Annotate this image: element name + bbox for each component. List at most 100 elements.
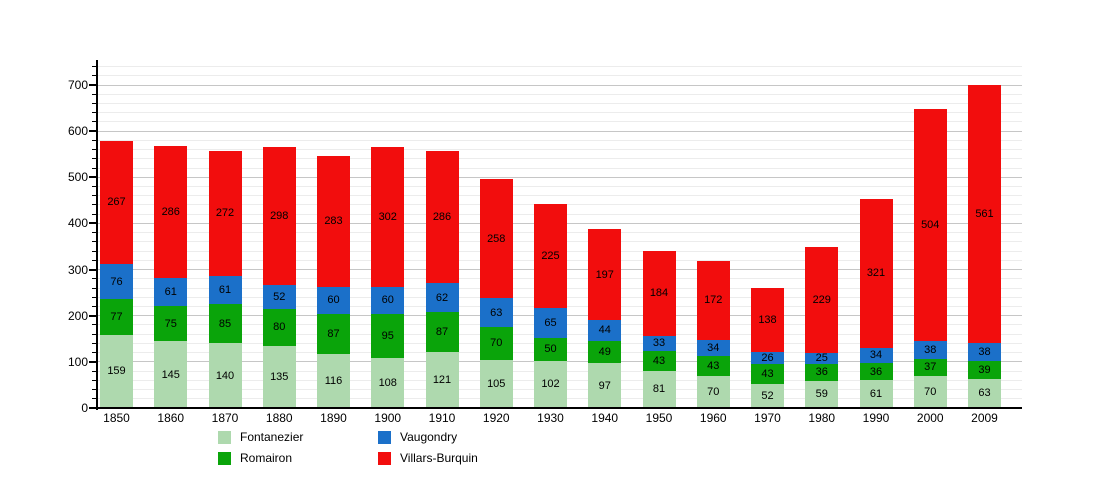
value-label: 561 xyxy=(975,207,994,220)
legend-column-2: Vaugondry Villars-Burquin xyxy=(378,431,478,473)
bar-segment-villars-burquin-1880 xyxy=(262,147,296,285)
y-tick-label: 100 xyxy=(67,354,88,369)
y-tick-major xyxy=(89,84,96,86)
bar-segment-fontanezier-1980 xyxy=(805,380,839,408)
bar-segment-villars-burquin-1860 xyxy=(154,146,188,279)
bar-segment-fontanezier-1930 xyxy=(534,360,567,408)
bar-segment-villars-burquin-1950 xyxy=(642,250,676,336)
y-tick-minor xyxy=(92,259,96,261)
bar-segment-villars-burquin-1970 xyxy=(751,288,784,353)
y-gridline-minor xyxy=(98,149,1022,151)
bar-segment-romairon-1900 xyxy=(371,314,405,359)
value-label: 60 xyxy=(327,294,340,307)
y-tick-minor xyxy=(92,158,96,160)
y-tick-minor xyxy=(92,352,96,354)
y-gridline-minor xyxy=(98,66,1022,68)
bar-segment-vaugondry-1910 xyxy=(425,283,459,312)
value-label: 76 xyxy=(110,275,123,288)
y-tick-minor xyxy=(92,389,96,391)
y-tick-minor xyxy=(92,66,96,68)
bar-segment-villars-burquin-1960 xyxy=(696,260,730,341)
legend-item-vaugondry: Vaugondry xyxy=(378,431,478,444)
bar-segment-fontanezier-1880 xyxy=(262,345,296,408)
y-tick-minor xyxy=(92,278,96,280)
y-tick-label: 0 xyxy=(81,401,88,415)
bar-segment-vaugondry-1900 xyxy=(371,286,405,315)
bar-segment-vaugondry-1870 xyxy=(208,276,242,305)
x-tick-label: 1850 xyxy=(103,411,130,425)
bar-segment-fontanezier-1970 xyxy=(751,384,784,408)
value-label: 61 xyxy=(869,387,883,400)
value-label: 504 xyxy=(921,218,940,231)
bar-segment-villars-burquin-2009 xyxy=(968,84,1001,344)
value-label: 298 xyxy=(270,210,289,223)
bar-segment-romairon-1970 xyxy=(751,364,784,384)
bar-segment-romairon-1950 xyxy=(642,350,676,371)
value-label: 321 xyxy=(866,267,886,280)
value-label: 65 xyxy=(544,316,557,329)
y-tick-minor xyxy=(92,398,96,400)
x-tick-label: 1970 xyxy=(754,411,781,425)
y-tick-minor xyxy=(92,167,96,169)
y-tick-major xyxy=(89,176,96,179)
bar-segment-vaugondry-1880 xyxy=(262,284,296,309)
bar-segment-fontanezier-2000 xyxy=(913,375,947,408)
value-label: 43 xyxy=(652,354,666,367)
bar-segment-villars-burquin-1850 xyxy=(100,140,133,265)
legend-item-villars-burquin: Villars-Burquin xyxy=(378,452,478,465)
bar-segment-villars-burquin-1890 xyxy=(317,156,350,287)
bar-segment-romairon-1940 xyxy=(588,340,622,364)
value-label: 62 xyxy=(435,291,449,304)
value-label: 225 xyxy=(541,249,560,262)
y-tick-minor xyxy=(92,93,96,95)
y-tick-minor xyxy=(92,204,96,206)
legend-label-villars-burquin: Villars-Burquin xyxy=(400,451,478,465)
x-tick-label: 1910 xyxy=(428,411,456,425)
value-label: 43 xyxy=(761,368,774,381)
value-label: 87 xyxy=(327,328,340,341)
value-label: 258 xyxy=(487,232,506,245)
y-gridline-minor xyxy=(98,167,1022,169)
bar-segment-villars-burquin-1870 xyxy=(208,150,242,277)
bar-segment-romairon-1870 xyxy=(208,304,242,344)
y-tick-minor xyxy=(92,195,96,197)
bar-segment-romairon-1880 xyxy=(262,308,296,346)
bar-segment-villars-burquin-1980 xyxy=(805,246,839,353)
y-tick-minor xyxy=(92,121,96,123)
value-label: 70 xyxy=(490,337,503,350)
bar-segment-fontanezier-1950 xyxy=(642,370,676,408)
x-tick-label: 1950 xyxy=(645,411,673,425)
x-tick-label: 1900 xyxy=(374,411,402,425)
value-label: 81 xyxy=(652,383,666,396)
value-label: 50 xyxy=(544,343,557,356)
y-gridline-minor xyxy=(98,112,1022,114)
legend-item-fontanezier: Fontanezier xyxy=(218,431,303,444)
value-label: 121 xyxy=(432,374,452,387)
y-tick-label: 300 xyxy=(67,262,88,277)
y-gridline-minor xyxy=(98,102,1022,104)
bar-segment-vaugondry-1960 xyxy=(696,340,730,356)
value-label: 140 xyxy=(215,369,235,382)
x-tick-label: 1980 xyxy=(808,411,836,425)
value-label: 38 xyxy=(924,343,937,356)
value-label: 37 xyxy=(924,361,937,374)
value-label: 116 xyxy=(324,375,343,388)
value-label: 97 xyxy=(598,379,611,392)
value-label: 229 xyxy=(812,293,831,306)
y-gridline-major xyxy=(98,84,1022,86)
bar-segment-vaugondry-1890 xyxy=(317,286,350,315)
bar-segment-romairon-2000 xyxy=(913,358,947,376)
y-tick-minor xyxy=(92,305,96,307)
y-tick-minor xyxy=(92,112,96,114)
y-tick-major xyxy=(89,360,96,363)
bar-segment-vaugondry-1980 xyxy=(805,352,839,365)
y-tick-minor xyxy=(92,324,96,326)
vaugondry-swatch-icon xyxy=(378,431,391,444)
bar-segment-vaugondry-1920 xyxy=(479,298,513,328)
fontanezier-swatch-icon xyxy=(218,431,231,444)
value-label: 135 xyxy=(270,370,289,383)
bar-segment-fontanezier-1870 xyxy=(208,343,242,408)
y-tick-minor xyxy=(92,379,96,381)
value-label: 70 xyxy=(924,385,937,398)
